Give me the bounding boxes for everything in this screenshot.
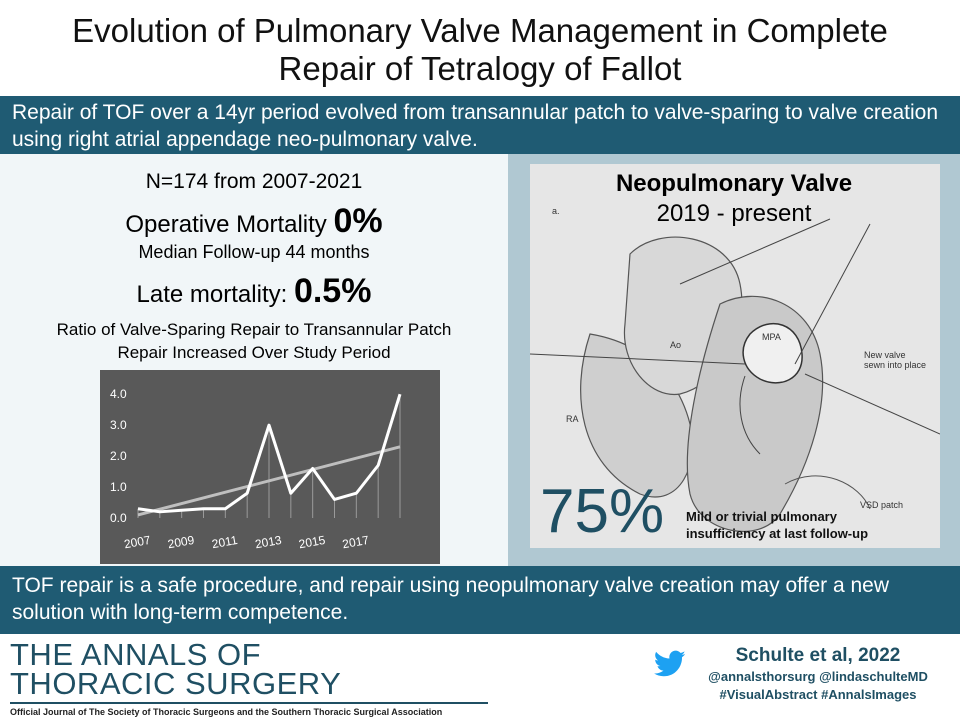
citation-text: Schulte et al, 2022 xyxy=(735,645,901,666)
logo-divider xyxy=(10,702,488,704)
journal-name-line-2: THORACIC SURGERY xyxy=(10,666,342,701)
figure-label-new-valve-2: sewn into place xyxy=(864,360,927,370)
chart-caption-line-2: Repair Increased Over Study Period xyxy=(117,343,391,362)
y-tick-label: 0.0 xyxy=(110,511,127,525)
summary-bottom-band: TOF repair is a safe procedure, and repa… xyxy=(0,566,960,634)
hashtags: #VisualAbstract #AnnalsImages xyxy=(719,687,917,702)
chart-caption: Ratio of Valve-Sparing Repair to Transan… xyxy=(0,318,508,364)
figure-label-a: a. xyxy=(552,206,560,216)
ratio-chart: 0.0 1.0 2.0 3.0 4.0 2007 2009 2011 2013 2015 2017 xyxy=(100,370,440,564)
twitter-bird-icon xyxy=(653,650,686,683)
y-tick-label: 3.0 xyxy=(110,418,127,432)
followup-text: Median Follow-up 44 months xyxy=(138,242,370,262)
figure-label-ra: RA xyxy=(566,414,579,424)
cohort-text: N=174 from 2007-2021 xyxy=(145,170,363,193)
title-line-2: Repair of Tetralogy of Fallot xyxy=(278,50,682,87)
figure-label-ao: Ao xyxy=(670,340,682,350)
x-tick-label: 2017 xyxy=(341,533,370,551)
late-mortality-value: 0.5% xyxy=(293,272,372,310)
figure-label-vsd: VSD patch xyxy=(860,500,904,510)
neopulmonary-subtitle: 2019 - present xyxy=(656,200,812,227)
page-title: Evolution of Pulmonary Valve Management … xyxy=(0,12,960,88)
late-mortality-label: Late mortality: xyxy=(136,281,294,308)
late-mortality: Late mortality: 0.5% xyxy=(0,272,508,311)
journal-name-line-1: THE ANNALS OF xyxy=(10,637,262,672)
operative-mortality: Operative Mortality 0% xyxy=(0,202,508,241)
surgical-illustration: a. Ao MPA RA New valve sewn into place VS… xyxy=(529,164,941,548)
y-tick-label: 4.0 xyxy=(110,387,127,401)
summary-top-text: Repair of TOF over a 14yr period evolved… xyxy=(12,101,939,151)
operative-mortality-value: 0% xyxy=(333,202,383,240)
figure-label-mpa: MPA xyxy=(762,332,781,342)
y-tick-label: 2.0 xyxy=(110,449,127,463)
chart-caption-line-1: Ratio of Valve-Sparing Repair to Transan… xyxy=(56,320,452,339)
summary-top-band: Repair of TOF over a 14yr period evolved… xyxy=(0,96,960,154)
insufficiency-caption-line-2: insufficiency at last follow-up xyxy=(686,526,869,541)
x-tick-label: 2009 xyxy=(167,533,196,551)
x-tick-label: 2015 xyxy=(298,533,327,551)
insufficiency-caption: Mild or trivial pulmonary insufficiency … xyxy=(686,508,868,542)
neopulmonary-title: Neopulmonary Valve xyxy=(615,170,853,197)
stats-panel: N=174 from 2007-2021 Operative Mortality… xyxy=(0,154,508,566)
series-line xyxy=(137,393,402,514)
ratio-chart-svg: 0.0 1.0 2.0 3.0 4.0 2007 2009 2011 2013 2015 2017 xyxy=(110,387,402,551)
figure-label-new-valve-1: New valve xyxy=(864,350,906,360)
trendline xyxy=(137,445,401,517)
neopulmonary-panel: a. Ao MPA RA New valve sewn into place VS… xyxy=(508,154,960,566)
journal-tagline: Official Journal of The Society of Thora… xyxy=(10,707,443,717)
title-line-1: Evolution of Pulmonary Valve Management … xyxy=(72,12,888,49)
operative-mortality-label: Operative Mortality xyxy=(125,211,334,238)
x-tick-label: 2011 xyxy=(211,533,239,551)
citation-block: Schulte et al, 2022 @annalsthorsurg @lin… xyxy=(690,644,946,704)
twitter-handles: @annalsthorsurg @lindaschulteMD xyxy=(708,669,928,684)
journal-logo: THE ANNALS OF THORACIC SURGERY Official … xyxy=(10,637,488,717)
summary-bottom-text: TOF repair is a safe procedure, and repa… xyxy=(12,574,890,624)
x-tick-label: 2013 xyxy=(254,533,283,551)
insufficiency-caption-line-1: Mild or trivial pulmonary xyxy=(686,509,837,524)
y-tick-label: 1.0 xyxy=(110,480,127,494)
insufficiency-percent: 75% xyxy=(540,477,665,546)
figure-label-new-valve: New valve sewn into place xyxy=(864,350,926,370)
heart-sketch-drawing xyxy=(529,218,941,532)
x-tick-label: 2007 xyxy=(123,533,152,551)
